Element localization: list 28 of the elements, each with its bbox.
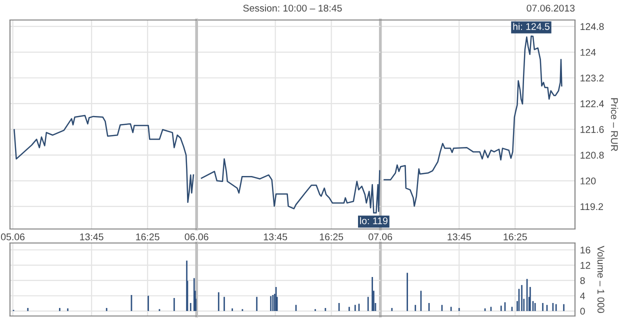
annotation: lo: 119 (360, 217, 388, 224)
y-tick-label: 121.6 (580, 126, 604, 133)
x-tick-label: 13:45 (448, 233, 471, 240)
y-tick-label: 12 (580, 262, 590, 269)
y-tick-label: 8 (580, 277, 585, 284)
annotation: hi: 124.5 (513, 22, 550, 30)
y-tick-label: 124.8 (580, 23, 604, 30)
y-tick-label: 16 (580, 246, 590, 254)
y-tick-label: 122.4 (580, 100, 604, 108)
y-tick-label: 119.2 (580, 203, 603, 210)
x-tick-label: 16:25 (320, 233, 344, 240)
x-tick-label: 05.06 (1, 233, 25, 240)
y-axis-title: Volume – 1 000 (597, 246, 605, 313)
y-tick-label: 123.2 (580, 74, 604, 82)
y-tick-label: 120 (580, 178, 596, 184)
y-tick-label: 120.8 (580, 152, 604, 159)
y-tick-label: 0 (580, 308, 585, 315)
chart-title: Session: 10:00 – 18:45 (243, 4, 342, 12)
x-tick-label: 16:25 (504, 233, 527, 240)
y-tick-label: 124 (580, 48, 596, 56)
x-tick-label: 13:45 (264, 233, 288, 240)
x-tick-label: 07.06 (368, 233, 392, 240)
y-tick-label: 4 (580, 292, 585, 300)
y-axis-title: Price – RUR (610, 98, 618, 152)
text: 07.06.2013 (526, 4, 575, 12)
x-tick-label: 16:25 (136, 233, 160, 240)
x-tick-label: 13:45 (80, 233, 104, 240)
x-tick-label: 06.06 (184, 233, 208, 240)
